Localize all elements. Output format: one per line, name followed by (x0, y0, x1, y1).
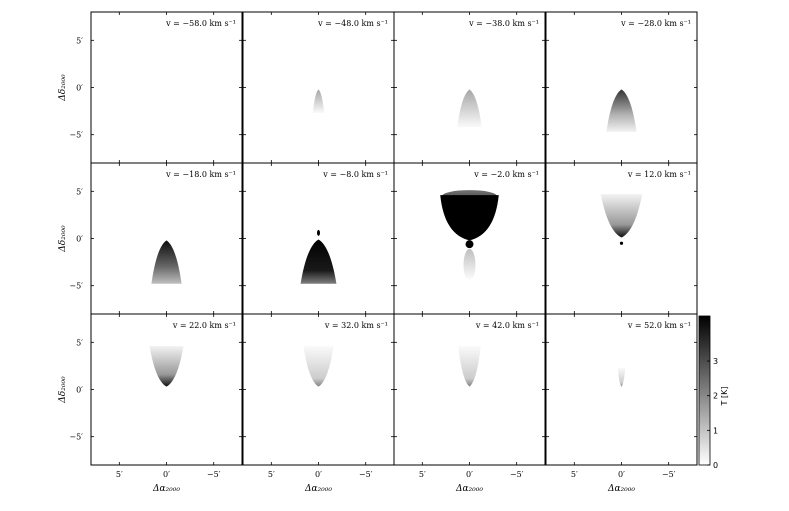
y-tick-label: 5′ (76, 36, 83, 45)
channel-panel: v = 42.0 km s⁻¹ 5′ 0′ −5′ Δα₂₀₀₀ (393, 313, 546, 494)
emission-map (151, 240, 182, 284)
emission-knot (619, 241, 624, 245)
emission-map (617, 367, 626, 387)
panel-background (91, 314, 242, 465)
emission-shape (457, 89, 482, 128)
emission-map (149, 346, 184, 387)
x-axis-label: Δα₂₀₀₀ (455, 484, 483, 494)
emission-map (457, 89, 482, 128)
emission-shape (303, 346, 334, 387)
emission-shape (458, 346, 481, 387)
emission-map (300, 229, 337, 284)
x-tick-label: 5′ (571, 470, 578, 479)
channel-panels: v = −58.0 km s⁻¹ 5′ 0′ −5′ Δδ₂₀₀₀ v = −48.0 k… (58, 11, 698, 494)
velocity-label: v = 42.0 km s⁻¹ (475, 321, 539, 330)
emission-shape (440, 195, 499, 241)
colorbar-tick-label: 3 (713, 357, 718, 366)
velocity-label: v = 52.0 km s⁻¹ (627, 321, 691, 330)
panel-background (243, 163, 394, 314)
channel-panel: v = −48.0 km s⁻¹ (242, 11, 395, 164)
x-tick-label: 5′ (268, 470, 275, 479)
emission-shape (151, 240, 182, 284)
emission-map (458, 346, 481, 387)
channel-panel: v = −18.0 km s⁻¹ 5′ 0′ −5′ Δδ₂₀₀₀ (58, 162, 243, 315)
emission-map (312, 89, 325, 113)
panel-background (546, 314, 697, 465)
velocity-label: v = −28.0 km s⁻¹ (620, 19, 691, 28)
colorbar: 0 1 2 3 T [K] (698, 315, 729, 470)
channel-panel: v = 32.0 km s⁻¹ 5′ 0′ −5′ Δα₂₀₀₀ (242, 313, 395, 494)
emission-tail (463, 248, 476, 281)
emission-map (600, 194, 643, 245)
velocity-label: v = −48.0 km s⁻¹ (317, 19, 388, 28)
velocity-label: v = −58.0 km s⁻¹ (165, 19, 236, 28)
y-tick-label: −5′ (69, 282, 83, 291)
x-axis-label: Δα₂₀₀₀ (607, 484, 635, 494)
x-tick-label: 0′ (163, 470, 170, 479)
channel-panel: v = 22.0 km s⁻¹ 5′ 0′ −5′ Δδ₂₀₀₀ 5′ 0′ −5′ Δα₂₀₀… (58, 313, 243, 494)
emission-map (440, 190, 499, 281)
colorbar-tick-label: 2 (713, 392, 718, 401)
x-tick-label: −5′ (359, 470, 373, 479)
x-tick-label: 5′ (419, 470, 426, 479)
emission-knot (465, 240, 474, 249)
velocity-label: v = 22.0 km s⁻¹ (172, 321, 236, 330)
panel-background (91, 12, 242, 163)
panel-background (546, 163, 697, 314)
y-tick-label: −5′ (69, 433, 83, 442)
emission-shape (149, 346, 184, 387)
y-tick-label: 0′ (76, 386, 83, 395)
colorbar-gradient (698, 315, 711, 466)
y-axis-label: Δδ₂₀₀₀ (58, 74, 68, 102)
velocity-label: v = −18.0 km s⁻¹ (165, 170, 236, 179)
emission-knot (317, 229, 320, 236)
emission-shape (300, 239, 337, 284)
velocity-label: v = −8.0 km s⁻¹ (322, 170, 388, 179)
x-tick-label: −5′ (207, 470, 221, 479)
channel-panel: v = −28.0 km s⁻¹ (545, 11, 698, 164)
panel-background (243, 12, 394, 163)
panel-background (394, 314, 545, 465)
x-tick-label: 0′ (315, 470, 322, 479)
x-tick-label: 0′ (618, 470, 625, 479)
colorbar-label: T [K] (720, 387, 729, 407)
y-tick-label: −5′ (69, 131, 83, 140)
x-axis-label: Δα₂₀₀₀ (304, 484, 332, 494)
velocity-label: v = −38.0 km s⁻¹ (468, 19, 539, 28)
emission-shape (606, 89, 637, 132)
channel-panel: v = −8.0 km s⁻¹ (242, 162, 395, 315)
panel-background (546, 12, 697, 163)
emission-shape (600, 194, 643, 238)
velocity-label: v = 12.0 km s⁻¹ (627, 170, 691, 179)
colorbar-tick-label: 0 (713, 461, 718, 470)
x-tick-label: 0′ (466, 470, 473, 479)
velocity-label: v = −2.0 km s⁻¹ (473, 170, 539, 179)
y-axis-label: Δδ₂₀₀₀ (58, 376, 68, 404)
x-tick-label: −5′ (662, 470, 676, 479)
y-tick-label: 0′ (76, 84, 83, 93)
y-tick-label: 5′ (76, 187, 83, 196)
velocity-label: v = 32.0 km s⁻¹ (324, 321, 388, 330)
y-tick-label: 5′ (76, 338, 83, 347)
y-axis-label: Δδ₂₀₀₀ (58, 225, 68, 253)
emission-map (606, 89, 637, 132)
x-axis-label: Δα₂₀₀₀ (152, 484, 180, 494)
panel-background (91, 163, 242, 314)
emission-shape (312, 89, 325, 113)
channel-panel: v = −2.0 km s⁻¹ (393, 162, 546, 315)
channel-panel: v = 12.0 km s⁻¹ (545, 162, 698, 315)
colorbar-tick-label: 1 (713, 426, 718, 435)
channel-panel: v = −58.0 km s⁻¹ 5′ 0′ −5′ Δδ₂₀₀₀ (58, 11, 243, 164)
channel-panel: v = −38.0 km s⁻¹ (393, 11, 546, 164)
x-tick-label: 5′ (116, 470, 123, 479)
channel-panel: v = 52.0 km s⁻¹ 5′ 0′ −5′ Δα₂₀₀₀ (545, 313, 698, 494)
panel-background (243, 314, 394, 465)
emission-shape (442, 190, 497, 203)
y-tick-label: 0′ (76, 235, 83, 244)
emission-map (303, 346, 334, 387)
x-tick-label: −5′ (510, 470, 524, 479)
panel-background (394, 12, 545, 163)
emission-shape (617, 367, 626, 387)
